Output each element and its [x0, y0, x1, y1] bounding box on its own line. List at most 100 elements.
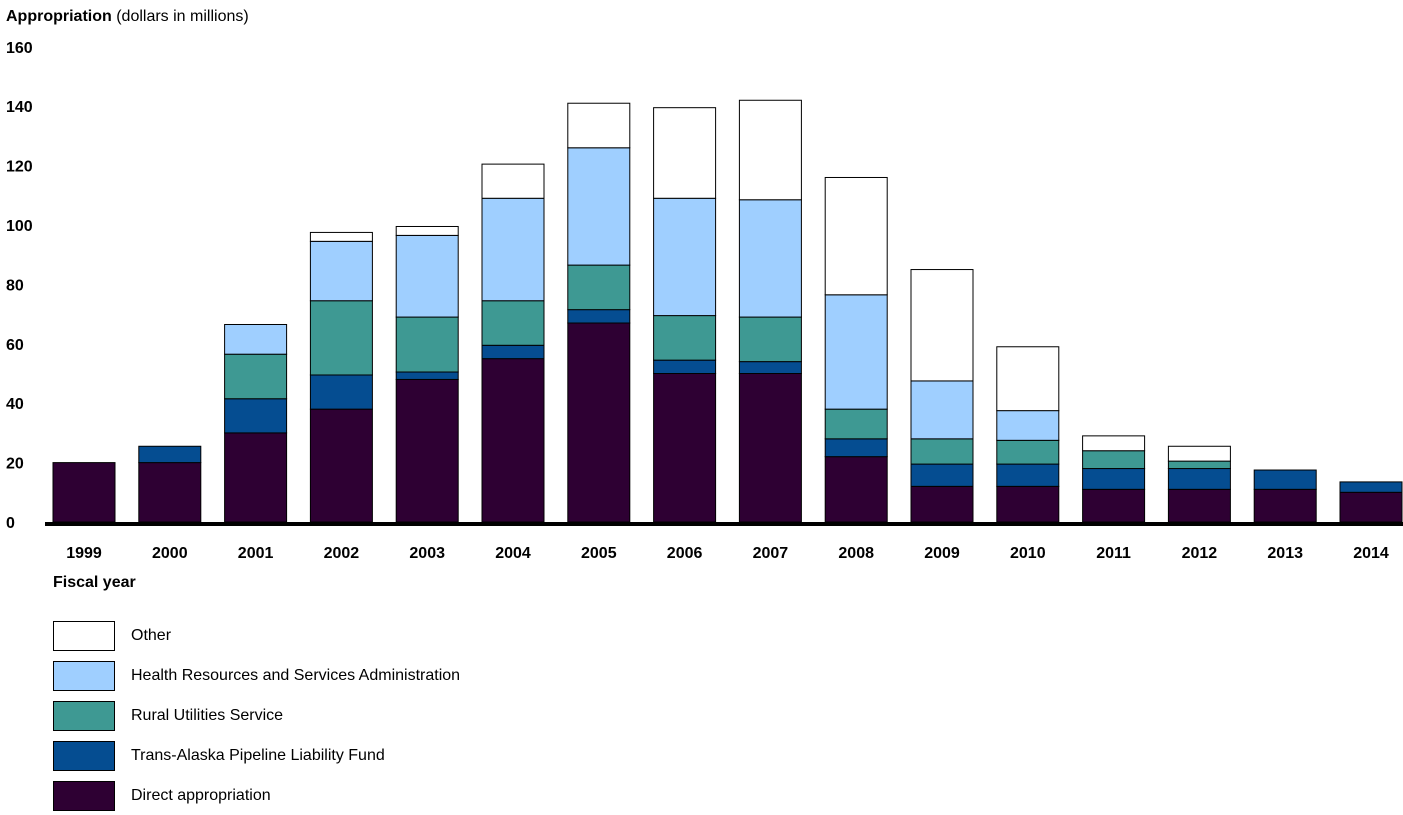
y-tick-label: 160	[6, 40, 33, 57]
legend-label-direct: Direct appropriation	[131, 787, 271, 804]
bar-segment-2003-1	[395, 371, 459, 380]
bar-segment-2010-0	[996, 485, 1060, 523]
bar-segment-2004-0	[481, 358, 545, 523]
legend-label-rural-utilities: Rural Utilities Service	[131, 707, 284, 724]
bar-segment-2012-1	[1167, 468, 1231, 490]
bar-segment-2005-0	[567, 322, 631, 523]
bar-segment-2002-3	[309, 240, 373, 302]
bar-segment-2014-0	[1339, 491, 1403, 523]
bar-segment-2002-4	[309, 231, 373, 242]
bar-segment-2009-0	[910, 485, 974, 523]
bar-segment-2004-1	[481, 344, 545, 360]
bar-segment-2010-4	[996, 346, 1060, 412]
bar-segment-2008-0	[824, 456, 888, 523]
bar-segment-2001-1	[224, 398, 288, 434]
x-tick-label: 2005	[581, 545, 617, 562]
bar-segment-2006-4	[653, 107, 717, 199]
bar-segment-2002-1	[309, 374, 373, 410]
bar-segment-2010-1	[996, 463, 1060, 487]
x-tick-label: 2010	[1010, 545, 1046, 562]
bar-segment-2013-1	[1253, 469, 1317, 490]
y-tick-label: 120	[6, 159, 33, 176]
x-tick-label: 2013	[1267, 545, 1303, 562]
bar-segment-2009-2	[910, 438, 974, 465]
x-tick-label: 2006	[667, 545, 703, 562]
bar-segment-2012-0	[1167, 488, 1231, 523]
bar-segment-2009-3	[910, 380, 974, 440]
bar-segment-2006-3	[653, 197, 717, 317]
y-tick-label: 140	[6, 99, 33, 116]
bar-segment-2008-1	[824, 438, 888, 458]
x-axis-title: Fiscal year	[53, 574, 136, 591]
x-tick-label: 2003	[409, 545, 445, 562]
bar-segment-2003-2	[395, 316, 459, 373]
x-tick-label: 2001	[238, 545, 274, 562]
bar-segment-2008-3	[824, 294, 888, 410]
bar-segment-2011-2	[1082, 450, 1146, 470]
bar-segment-2009-4	[910, 269, 974, 382]
chart-svg: 0 20 40 60 80 100 120 140 160 1999 2000 2001 2002 200…	[6, 40, 1403, 562]
legend-swatch-direct	[53, 781, 115, 811]
bar-segment-2005-2	[567, 264, 631, 311]
legend-label-pipeline-fund: Trans-Alaska Pipeline Liability Fund	[131, 747, 385, 764]
bar-segment-2013-0	[1253, 488, 1317, 523]
bar-segment-2000-0	[138, 462, 202, 523]
legend-label-other: Other	[131, 627, 172, 644]
x-tick-label: 2004	[495, 545, 531, 562]
bar-segment-2014-1	[1339, 481, 1403, 493]
y-tick-label: 60	[6, 337, 24, 354]
bar-segment-2009-1	[910, 463, 974, 487]
bar-segment-2006-1	[653, 359, 717, 375]
bar-segment-2007-1	[738, 361, 802, 374]
y-axis-title: Appropriation (dollars in millions)	[6, 8, 249, 26]
y-axis-title-bold: Appropriation	[6, 8, 112, 25]
x-tick-label: 1999	[66, 545, 102, 562]
x-tick-label: 2007	[753, 545, 789, 562]
bar-segment-2001-3	[224, 323, 288, 355]
bar-segment-2004-4	[481, 163, 545, 199]
bar-segment-2003-4	[395, 225, 459, 236]
x-tick-label: 2011	[1096, 545, 1131, 562]
legend-swatch-other	[53, 621, 115, 651]
legend-swatch-rural-utilities	[53, 701, 115, 731]
legend-label-hrsa: Health Resources and Services Administra…	[131, 667, 461, 684]
y-tick-label: 0	[6, 515, 15, 532]
bar-segment-2005-1	[567, 309, 631, 324]
x-axis-line	[45, 522, 1403, 526]
bar-segment-2001-0	[224, 432, 288, 523]
bar-segment-2002-2	[309, 300, 373, 376]
x-tick-label: 2008	[838, 545, 874, 562]
legend-swatch-hrsa	[53, 661, 115, 691]
bar-segment-2011-1	[1082, 468, 1146, 490]
bar-segment-2007-0	[738, 373, 802, 523]
bar-segment-2002-0	[309, 408, 373, 523]
bar-segment-2005-3	[567, 147, 631, 266]
bar-segment-2011-4	[1082, 435, 1146, 452]
bar-segment-2003-0	[395, 378, 459, 523]
bar-segment-2012-2	[1167, 460, 1231, 470]
bar-segment-2004-2	[481, 300, 545, 346]
x-tick-label: 2009	[924, 545, 960, 562]
bar-segment-2010-3	[996, 410, 1060, 441]
bar-segment-2000-1	[138, 445, 202, 464]
bar-segment-2011-0	[1082, 488, 1146, 523]
bar-segment-2007-4	[738, 99, 802, 201]
x-tick-label: 2014	[1353, 545, 1389, 562]
bar-segment-1999-0	[52, 462, 116, 523]
bar-segment-2005-4	[567, 102, 631, 149]
bar-segment-2010-2	[996, 439, 1060, 465]
bar-segment-2006-2	[653, 315, 717, 361]
y-axis-title-units: (dollars in millions)	[111, 8, 249, 25]
x-tick-label: 2012	[1182, 545, 1218, 562]
y-tick-label: 100	[6, 218, 33, 235]
y-tick-label: 20	[6, 456, 24, 473]
bar-segment-2003-3	[395, 234, 459, 318]
legend-swatch-pipeline-fund	[53, 741, 115, 771]
bar-segment-2007-3	[738, 199, 802, 318]
y-tick-label: 80	[6, 277, 24, 294]
bar-segment-2008-2	[824, 408, 888, 440]
bar-segment-2008-4	[824, 176, 888, 296]
bar-segment-2004-3	[481, 197, 545, 302]
bar-segment-2012-4	[1167, 445, 1231, 462]
bar-segment-2001-2	[224, 353, 288, 400]
